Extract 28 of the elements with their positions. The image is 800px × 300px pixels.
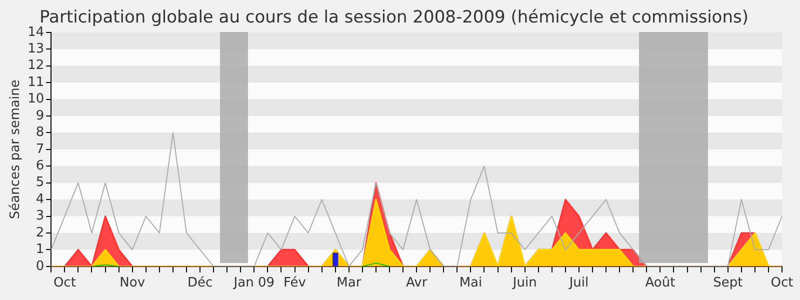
x-tick-label: Juin <box>512 276 537 291</box>
x-tick-label: Sept <box>713 276 743 291</box>
y-tick-label: 0 <box>36 258 44 274</box>
x-tick-label: Oct <box>53 276 76 291</box>
y-tick-label: 6 <box>36 158 44 174</box>
y-tick-label: 12 <box>28 58 44 74</box>
x-tick-label: Avr <box>406 276 428 291</box>
y-tick-label: 1 <box>36 242 44 258</box>
y-tick-label: 3 <box>36 208 44 224</box>
x-tick-label: Mai <box>459 276 482 291</box>
y-tick-label: 5 <box>36 175 44 190</box>
y-tick-label: 2 <box>36 225 44 240</box>
x-tick-label: Mar <box>336 276 362 291</box>
y-axis-title: Séances par semaine <box>8 80 24 220</box>
y-tick-label: 10 <box>28 92 44 107</box>
y-tick-label: 11 <box>28 74 44 90</box>
x-tick-label: Fév <box>284 276 306 291</box>
x-tick-label: Oct <box>770 276 794 291</box>
x-tick-label: Nov <box>120 276 146 291</box>
x-tick-label: Jan 09 <box>232 276 275 291</box>
x-tick-label: Déc <box>187 276 213 291</box>
x-tick-label: Juil <box>568 276 589 291</box>
y-tick-label: 9 <box>36 108 44 124</box>
x-tick-label: Août <box>645 276 676 291</box>
y-tick-label: 8 <box>36 125 44 140</box>
y-tick-label: 4 <box>36 192 44 207</box>
y-tick-label: 7 <box>36 142 44 157</box>
y-tick-label: 13 <box>28 41 44 56</box>
